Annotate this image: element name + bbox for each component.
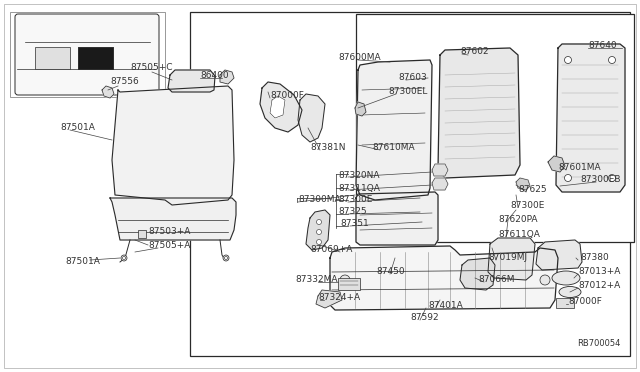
Polygon shape	[168, 70, 215, 92]
Bar	[556, 298, 574, 308]
Bar	[10, 12, 165, 97]
Circle shape	[317, 219, 321, 224]
Text: 86400: 86400	[200, 71, 228, 80]
Text: 87012+A: 87012+A	[578, 282, 620, 291]
Text: 87611QA: 87611QA	[498, 231, 540, 240]
Polygon shape	[548, 156, 565, 172]
Text: 87450: 87450	[376, 267, 404, 276]
Text: 87300E: 87300E	[338, 196, 372, 205]
Text: 87300E: 87300E	[510, 201, 545, 209]
Polygon shape	[306, 210, 330, 250]
Polygon shape	[220, 70, 234, 84]
Text: 87501A: 87501A	[60, 124, 95, 132]
Text: 87320NA: 87320NA	[338, 170, 380, 180]
Ellipse shape	[559, 286, 581, 298]
Circle shape	[225, 257, 227, 260]
Text: 87000F: 87000F	[568, 298, 602, 307]
FancyBboxPatch shape	[15, 14, 159, 95]
Polygon shape	[536, 240, 582, 270]
Bar	[78, 47, 113, 69]
Polygon shape	[356, 60, 432, 200]
Circle shape	[121, 255, 127, 261]
Circle shape	[564, 57, 572, 64]
Text: 87501A: 87501A	[65, 257, 100, 266]
Text: RB700054: RB700054	[577, 340, 620, 349]
Text: 87019MJ: 87019MJ	[488, 253, 527, 263]
Circle shape	[540, 275, 550, 285]
Polygon shape	[260, 82, 302, 132]
Text: 87600MA: 87600MA	[338, 54, 381, 62]
Polygon shape	[432, 178, 448, 190]
Text: 87013+A: 87013+A	[578, 267, 620, 276]
Bar	[78, 47, 113, 69]
Text: 87505+A: 87505+A	[148, 241, 190, 250]
Text: 87620PA: 87620PA	[498, 215, 538, 224]
Text: 87325: 87325	[338, 208, 367, 217]
Text: 87401A: 87401A	[428, 301, 463, 310]
Text: 87300EB: 87300EB	[580, 176, 621, 185]
Text: 87503+A: 87503+A	[148, 228, 190, 237]
Text: 87000F: 87000F	[270, 92, 304, 100]
Text: 87640: 87640	[588, 42, 616, 51]
Text: 87592: 87592	[410, 314, 438, 323]
Ellipse shape	[552, 271, 580, 285]
Polygon shape	[112, 86, 234, 205]
Polygon shape	[556, 44, 625, 192]
Circle shape	[122, 257, 125, 260]
Polygon shape	[330, 246, 558, 310]
Polygon shape	[102, 86, 114, 98]
Polygon shape	[460, 258, 495, 290]
Bar	[356, 14, 634, 242]
Text: 87601MA: 87601MA	[558, 164, 600, 173]
Circle shape	[609, 174, 616, 182]
Polygon shape	[270, 96, 285, 118]
Text: 87380: 87380	[580, 253, 609, 263]
Circle shape	[340, 275, 350, 285]
Polygon shape	[356, 192, 438, 245]
Text: 87351: 87351	[340, 219, 369, 228]
Polygon shape	[488, 238, 535, 280]
Text: 87610MA: 87610MA	[372, 144, 415, 153]
Text: 87381N: 87381N	[310, 144, 346, 153]
Polygon shape	[432, 164, 448, 176]
Circle shape	[609, 57, 616, 64]
Polygon shape	[355, 102, 366, 116]
Text: 87324+A: 87324+A	[318, 294, 360, 302]
Bar	[138, 230, 146, 238]
Text: 87603: 87603	[398, 74, 427, 83]
Circle shape	[564, 174, 572, 182]
Text: 87556: 87556	[110, 77, 139, 87]
Text: 87625: 87625	[518, 186, 547, 195]
Circle shape	[223, 255, 229, 261]
Bar	[338, 278, 360, 290]
Bar	[35, 47, 70, 69]
Text: 87505+C: 87505+C	[131, 64, 173, 73]
Text: 87300MA: 87300MA	[298, 196, 340, 205]
Polygon shape	[438, 48, 520, 178]
Text: 87602: 87602	[460, 48, 488, 57]
Bar	[190, 12, 630, 356]
Text: 87311QA: 87311QA	[338, 183, 380, 192]
Text: 87066M: 87066M	[478, 276, 515, 285]
Polygon shape	[298, 94, 325, 142]
Text: 87300EL: 87300EL	[388, 87, 428, 96]
Circle shape	[317, 230, 321, 234]
Text: 87069+A: 87069+A	[310, 246, 353, 254]
Circle shape	[317, 240, 321, 244]
Text: 87332MA: 87332MA	[295, 276, 337, 285]
Polygon shape	[516, 178, 530, 190]
Polygon shape	[110, 198, 236, 240]
Polygon shape	[316, 290, 342, 308]
